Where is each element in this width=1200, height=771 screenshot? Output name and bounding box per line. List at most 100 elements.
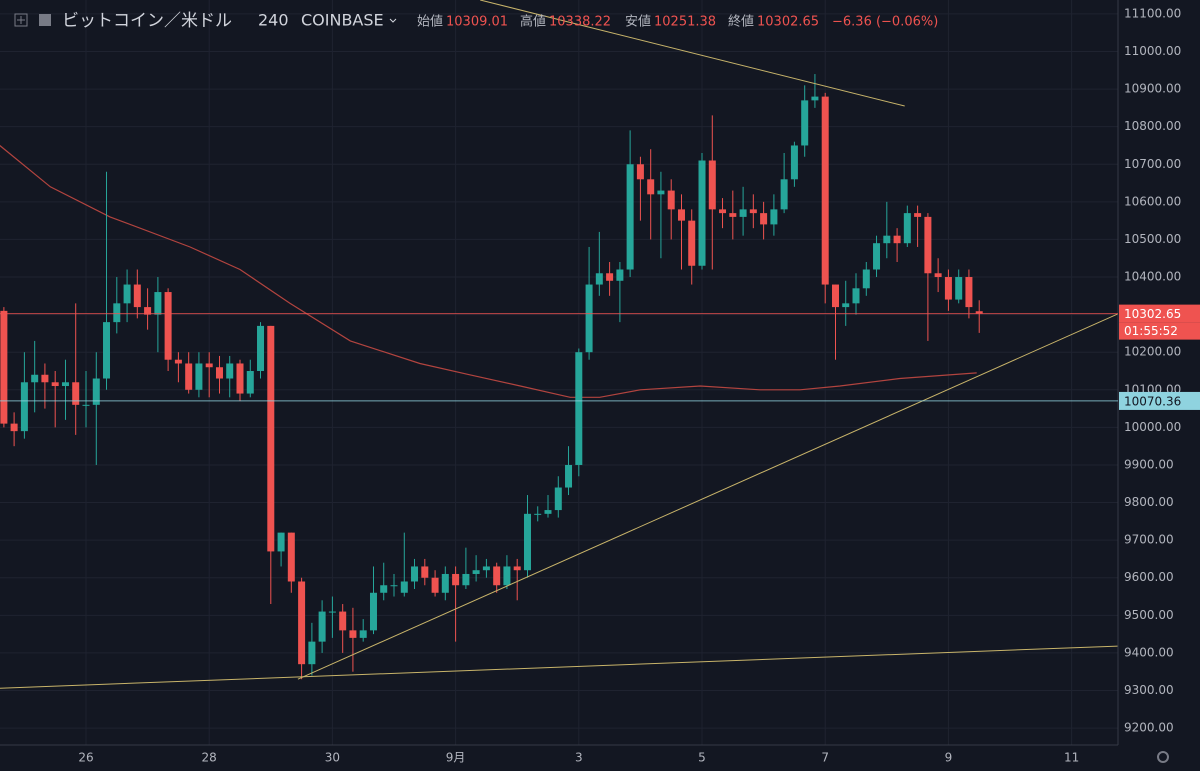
candle-body <box>246 370 254 394</box>
candle-body <box>113 303 121 323</box>
compare-icon[interactable] <box>39 14 51 26</box>
y-tick-label: 10200.00 <box>1124 345 1181 359</box>
trend-line <box>0 645 1118 689</box>
candle-body <box>801 100 809 146</box>
candle-body <box>688 220 696 266</box>
candle-body <box>452 573 460 586</box>
candle-body <box>318 611 326 642</box>
candle-body <box>482 566 490 571</box>
candle-body <box>975 311 983 314</box>
candle-body <box>790 145 798 180</box>
x-tick-label: 3 <box>575 751 583 765</box>
y-tick-label: 9600.00 <box>1124 570 1174 584</box>
candle-body <box>842 303 850 308</box>
candle-body <box>523 513 531 571</box>
candle-body <box>831 284 839 308</box>
candle-body <box>914 213 922 217</box>
candle-body <box>626 164 634 270</box>
interval[interactable]: 240 <box>258 11 289 30</box>
candle-body <box>380 585 388 593</box>
candle-body <box>154 292 162 315</box>
candle-body <box>944 277 952 300</box>
candle-body <box>770 209 778 225</box>
moving-average <box>0 145 977 398</box>
symbol: ビットコイン／米ドル <box>62 11 232 31</box>
candle-body <box>749 209 757 214</box>
candle-body <box>544 510 552 514</box>
candle-body <box>965 277 973 308</box>
candle-body <box>277 532 285 552</box>
y-tick-label: 10400.00 <box>1124 270 1181 284</box>
candle-body <box>852 288 860 304</box>
candle-body <box>10 423 18 432</box>
x-tick-label: 11 <box>1064 751 1079 765</box>
price-badge <box>1119 304 1200 323</box>
candle-body <box>390 585 398 587</box>
y-tick-label: 9800.00 <box>1124 495 1174 509</box>
y-tick-label: 9700.00 <box>1124 533 1174 547</box>
x-tick-label: 30 <box>325 751 340 765</box>
candle-body <box>287 532 295 582</box>
x-tick-label: 28 <box>202 751 217 765</box>
candle-body <box>893 235 901 244</box>
dropdown-icon[interactable] <box>389 18 397 23</box>
ohlc-value: 10338.22 <box>549 15 611 30</box>
ohlc-value: 10302.65 <box>757 15 819 30</box>
trend-line <box>480 0 905 107</box>
y-tick-label: 10600.00 <box>1124 194 1181 208</box>
ohlc-label: 始値 <box>417 14 443 30</box>
y-tick-label: 10900.00 <box>1124 82 1181 96</box>
ohlc-value: 10309.01 <box>446 15 508 30</box>
candle-body <box>698 160 706 266</box>
candle-body <box>883 235 891 244</box>
candle-body <box>411 566 419 582</box>
candle-body <box>215 367 223 379</box>
candle-body <box>647 179 655 195</box>
y-tick-label: 9200.00 <box>1124 721 1174 735</box>
candle-body <box>0 310 8 424</box>
candle-body <box>72 382 80 405</box>
trend-line <box>297 313 1119 680</box>
candle-body <box>585 284 593 353</box>
candle-body <box>308 641 316 665</box>
candle-body <box>257 325 265 371</box>
candle-body <box>349 630 357 638</box>
x-tick-label: 5 <box>698 751 706 765</box>
candle-body <box>431 577 439 593</box>
candle-body <box>123 284 131 304</box>
candle-body <box>821 96 829 285</box>
candle-body <box>503 566 511 586</box>
candle-body <box>41 374 49 383</box>
y-tick-label: 10800.00 <box>1124 119 1181 133</box>
y-tick-label: 9300.00 <box>1124 683 1174 697</box>
x-tick-label: 9月 <box>446 751 466 765</box>
candle-body <box>61 382 69 387</box>
candle-body <box>205 363 213 368</box>
settings-icon[interactable] <box>1157 751 1169 763</box>
candle-body <box>493 566 501 586</box>
candle-body <box>31 374 39 383</box>
candle-body <box>339 611 347 631</box>
candle-body <box>513 566 521 571</box>
candle-body <box>934 273 942 278</box>
candle-body <box>441 573 449 593</box>
y-tick-label: 9400.00 <box>1124 645 1174 659</box>
x-tick-label: 9 <box>945 751 953 765</box>
candle-body <box>873 243 881 270</box>
candle-body <box>606 273 614 281</box>
candle-body <box>164 292 172 360</box>
ohlc-label: 高値 <box>520 14 546 30</box>
candle-body <box>195 363 203 390</box>
candle-body <box>267 325 275 552</box>
candle-body <box>924 216 932 274</box>
candle-body <box>82 404 90 406</box>
candle-body <box>657 190 665 195</box>
y-tick-label: 11000.00 <box>1124 44 1181 58</box>
price-badge-label: 10302.65 <box>1124 307 1181 321</box>
candle-body <box>226 363 234 379</box>
x-tick-label: 7 <box>821 751 829 765</box>
candle-body <box>811 96 819 101</box>
candle-body <box>92 378 100 405</box>
expand-icon[interactable] <box>14 13 28 27</box>
